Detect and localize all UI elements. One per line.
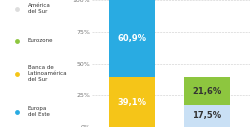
Text: 17,5%: 17,5% [192, 111, 222, 120]
Text: 21,6%: 21,6% [192, 87, 222, 96]
Bar [109, 0, 155, 77]
Bar [184, 105, 230, 127]
Text: 39,1%: 39,1% [118, 98, 146, 107]
Text: Eurozone: Eurozone [28, 38, 53, 43]
Bar [109, 77, 155, 127]
Text: 60,9%: 60,9% [118, 34, 146, 43]
Text: Europa
del Este: Europa del Este [28, 106, 50, 117]
Text: Banca de
Latinoamérica
del Sur: Banca de Latinoamérica del Sur [28, 65, 67, 82]
Text: América
del Sur: América del Sur [28, 3, 50, 14]
Bar [184, 77, 230, 105]
